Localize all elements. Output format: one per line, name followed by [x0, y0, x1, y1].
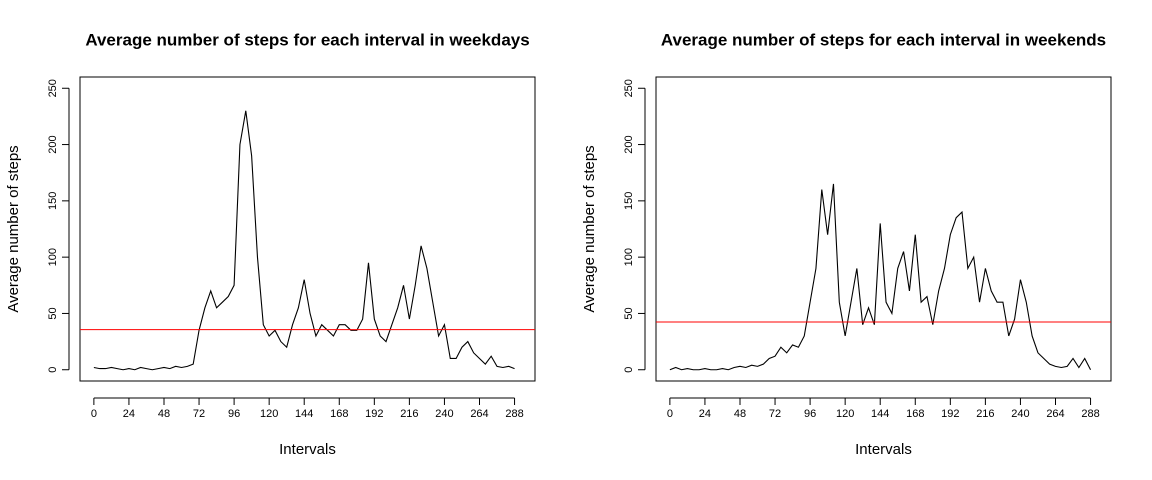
y-tick-label: 150 [47, 192, 59, 210]
x-tick-label: 144 [871, 408, 889, 420]
x-tick-label: 168 [906, 408, 924, 420]
y-tick-label: 50 [47, 307, 59, 319]
y-tick-label: 250 [47, 79, 59, 97]
x-tick-label: 216 [400, 408, 418, 420]
x-tick-label: 216 [976, 408, 994, 420]
x-tick-label: 192 [941, 408, 959, 420]
x-tick-label: 96 [228, 408, 240, 420]
x-tick-label: 288 [505, 408, 523, 420]
x-tick-label: 192 [365, 408, 383, 420]
x-tick-label: 288 [1081, 408, 1099, 420]
x-tick-label: 48 [734, 408, 746, 420]
x-axis-label: Intervals [279, 441, 336, 458]
x-tick-label: 96 [804, 408, 816, 420]
plot-frame [655, 76, 1112, 382]
x-tick-label: 48 [158, 408, 170, 420]
x-tick-label: 120 [836, 408, 854, 420]
chart-title: Average number of steps for each interva… [85, 30, 529, 49]
x-tick-label: 120 [260, 408, 278, 420]
x-tick-label: 264 [1046, 408, 1064, 420]
y-tick-label: 0 [623, 367, 635, 373]
chart-title: Average number of steps for each interva… [661, 30, 1106, 49]
x-tick-label: 24 [699, 408, 711, 420]
y-axis-label: Average number of steps [5, 145, 22, 312]
y-axis-label: Average number of steps [581, 145, 598, 312]
x-tick-label: 72 [769, 408, 781, 420]
x-tick-label: 0 [667, 408, 673, 420]
y-tick-label: 100 [623, 248, 635, 266]
x-tick-label: 0 [91, 408, 97, 420]
x-tick-label: 24 [123, 408, 135, 420]
x-tick-label: 168 [330, 408, 348, 420]
x-tick-label: 240 [435, 408, 453, 420]
data-line [93, 110, 515, 371]
x-tick-label: 72 [193, 408, 205, 420]
x-axis-label: Intervals [855, 441, 912, 458]
data-line [669, 183, 1092, 371]
plot-frame [79, 76, 536, 382]
y-tick-label: 250 [623, 79, 635, 97]
y-tick-label: 100 [47, 248, 59, 266]
y-tick-label: 200 [623, 135, 635, 153]
x-tick-label: 264 [470, 408, 488, 420]
x-tick-label: 240 [1011, 408, 1029, 420]
x-tick-label: 144 [295, 408, 313, 420]
y-tick-label: 0 [47, 367, 59, 373]
y-tick-label: 200 [47, 135, 59, 153]
y-tick-label: 150 [623, 192, 635, 210]
y-tick-label: 50 [623, 307, 635, 319]
